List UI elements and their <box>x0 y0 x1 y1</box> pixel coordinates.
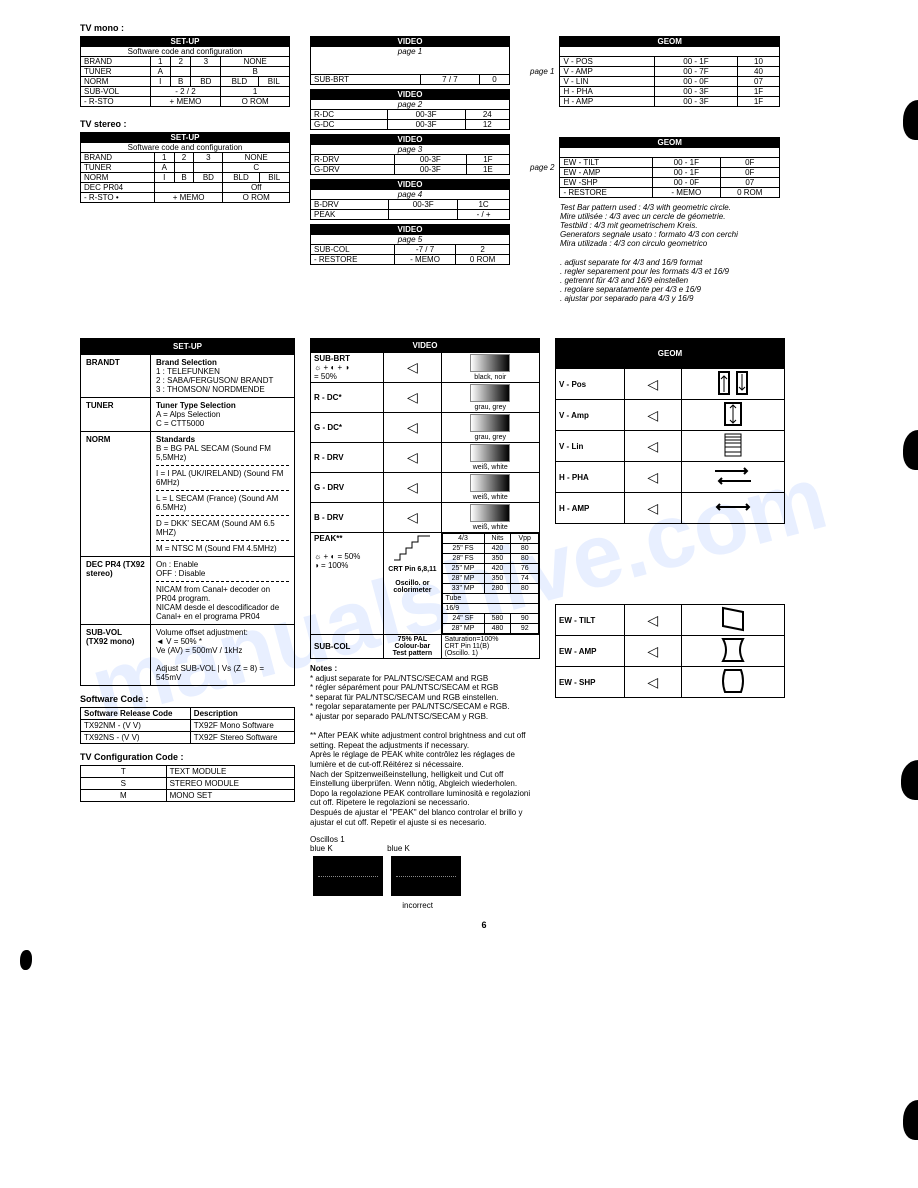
gradient-icon <box>470 504 510 522</box>
setup-header: SET-UP <box>81 37 290 47</box>
gradient-icon <box>470 414 510 432</box>
oscillos-label: Oscillos 1 <box>310 835 345 844</box>
eye-icon: ◁ <box>407 359 418 375</box>
geom1-table: GEOM V - POS00 - 1F10 V - AMP00 - 7F40 V… <box>559 36 780 107</box>
vamp-icon <box>713 401 753 427</box>
geom-note2-block: . adjust separate for 4/3 and 16/9 forma… <box>560 258 780 303</box>
video-descr-table: VIDEO SUB-BRT☼ + ◐ + ◑= 50% ◁ black, noi… <box>310 338 540 659</box>
page-number: 6 <box>80 920 888 930</box>
page1-side: page 1 <box>530 67 554 76</box>
scan-artifact <box>20 950 32 970</box>
eye-icon: ◁ <box>647 438 658 454</box>
peak-subtable: 4/3NitsVpp 25" FS42080 28" FS35080 25" M… <box>442 533 539 634</box>
eye-icon: ◁ <box>647 376 658 392</box>
setup-mono-table: SET-UP Software code and configuration B… <box>80 36 290 107</box>
geom-note-block: Test Bar pattern used : 4/3 with geometr… <box>560 203 780 248</box>
swcc-row: Software code and configuration <box>81 47 290 57</box>
eye-icon: ◁ <box>407 479 418 495</box>
video-p4-table: VIDEO page 4 B-DRV00-3F1C PEAK- / + <box>310 179 510 220</box>
stairstep-icon <box>392 534 432 564</box>
scan-artifact <box>901 760 918 800</box>
eye-icon: ◁ <box>647 643 658 659</box>
ewtilt-icon <box>713 606 753 632</box>
incorrect-label: incorrect <box>402 901 433 910</box>
eye-icon: ◁ <box>647 674 658 690</box>
sw-code-label: Software Code : <box>80 694 295 704</box>
hamp-icon <box>711 494 755 520</box>
video-p1-table: VIDEO page 1 SUB-BRT7 / 70 <box>310 36 510 85</box>
geom2-table: GEOM EW - TILT00 - 1F0F EW - AMP00 - 1F0… <box>559 137 780 198</box>
eye-icon: ◁ <box>407 419 418 435</box>
video-p3-table: VIDEO page 3 R-DRV00-3F1F G-DRV00-3F1E <box>310 134 510 175</box>
eye-icon: ◁ <box>647 407 658 423</box>
gradient-icon <box>470 384 510 402</box>
ewamp-icon <box>713 637 753 663</box>
tv-mono-label: TV mono : <box>80 23 888 33</box>
setup-descr-table: SET-UP BRANDT Brand Selection 1 : TELEFU… <box>80 338 295 686</box>
tv-config-table: TTEXT MODULE SSTEREO MODULE MMONO SET <box>80 765 295 802</box>
oscilloscope-icon <box>391 856 461 896</box>
eye-icon: ◁ <box>407 389 418 405</box>
eye-icon: ◁ <box>647 500 658 516</box>
video-notes-block: Notes : * adjust separate for PAL/NTSC/S… <box>310 664 540 827</box>
tv-config-label: TV Configuration Code : <box>80 752 295 762</box>
scan-artifact <box>903 100 918 140</box>
oscilloscope-icon <box>313 856 383 896</box>
eye-icon: ◁ <box>647 469 658 485</box>
geom-visual-table: GEOM V - Pos ◁ V - Amp ◁ V - Lin ◁ H - P… <box>555 338 785 524</box>
sw-code-table: Software Release CodeDescription TX92NM … <box>80 707 295 744</box>
gradient-icon <box>470 474 510 492</box>
tv-stereo-label: TV stereo : <box>80 119 290 129</box>
ewshp-icon <box>713 668 753 694</box>
video-p5-table: VIDEO page 5 SUB-COL-7 / 72 - RESTORE- M… <box>310 224 510 265</box>
gradient-icon <box>470 444 510 462</box>
hpha-icon <box>711 463 755 489</box>
eye-icon: ◁ <box>407 509 418 525</box>
vlin-icon <box>713 432 753 458</box>
scan-artifact <box>903 430 918 470</box>
eye-icon: ◁ <box>407 449 418 465</box>
geom-visual2-table: EW - TILT ◁ EW - AMP ◁ EW - SHP ◁ <box>555 604 785 698</box>
scan-artifact <box>903 1100 918 1140</box>
vpos-icon <box>713 370 753 396</box>
video-p2-table: VIDEO page 2 R-DC00-3F24 G-DC00-3F12 <box>310 89 510 130</box>
setup-stereo-table: SET-UP Software code and configuration B… <box>80 132 290 203</box>
eye-icon: ◁ <box>647 612 658 628</box>
gradient-icon <box>470 354 510 372</box>
page2-side: page 2 <box>530 163 554 172</box>
